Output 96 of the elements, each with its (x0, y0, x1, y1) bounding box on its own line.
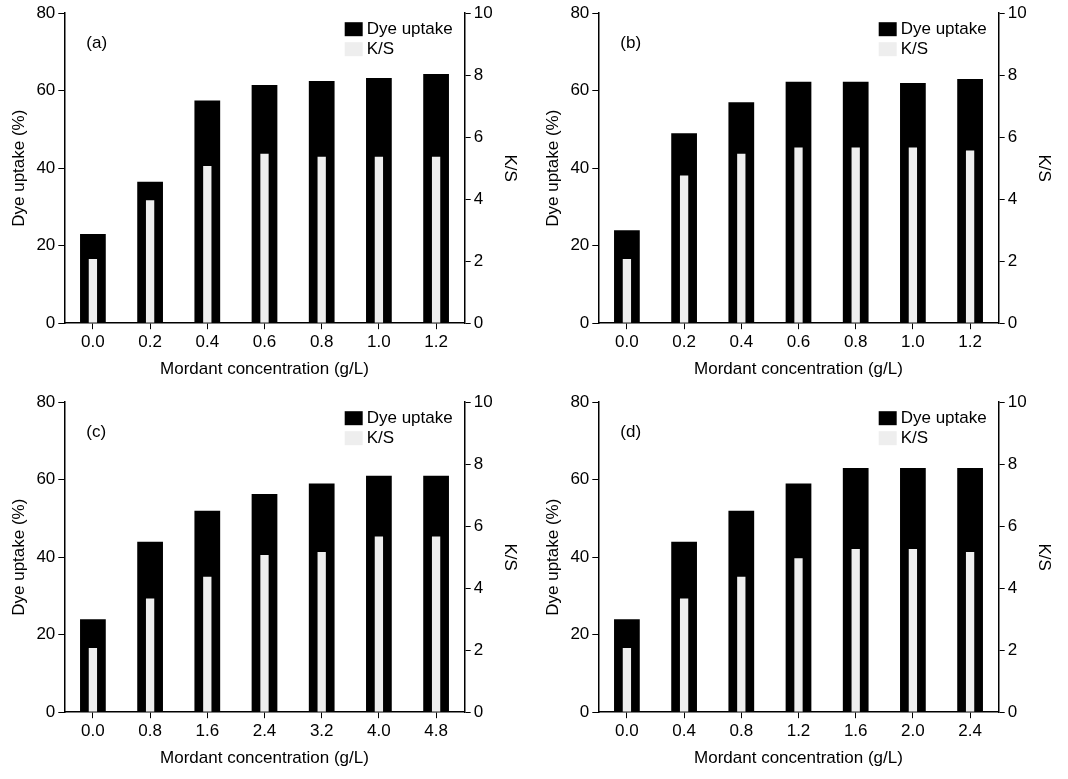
y2-axis-title: K/S (501, 543, 521, 571)
x-tick-label: 0.0 (81, 332, 105, 352)
legend-label: Dye uptake (366, 407, 453, 427)
y-tick-label: 20 (570, 235, 590, 255)
x-tick-label: 1.0 (367, 332, 391, 352)
x-tick-label: 0.8 (138, 721, 162, 741)
y2-axis-title: K/S (501, 154, 521, 182)
x-tick-label: 0.2 (672, 332, 696, 352)
legend-label: K/S (900, 427, 929, 447)
y2-tick-label: 6 (1007, 126, 1018, 146)
y2-tick-label: 2 (1007, 250, 1018, 270)
x-tick-label: 1.2 (786, 721, 811, 741)
y2-axis-title: K/S (1035, 543, 1055, 571)
x-axis-title: Mordant concentration (g/L) (160, 359, 369, 379)
x-tick-label: 0.6 (786, 332, 811, 352)
y-tick-label: 80 (36, 391, 56, 411)
y2-tick-label: 6 (473, 126, 484, 146)
x-tick-label: 0.6 (252, 332, 277, 352)
x-tick-label: 1.0 (901, 332, 925, 352)
y-tick-label: 80 (570, 391, 590, 411)
y2-tick-label: 6 (1007, 515, 1018, 535)
y-tick-label: 40 (570, 546, 590, 566)
y2-tick-label: 2 (1007, 639, 1018, 659)
x-tick-label: 2.4 (958, 721, 982, 741)
y2-tick-label: 4 (473, 577, 484, 597)
y-tick-label: 20 (36, 624, 56, 644)
y2-tick-label: 8 (1007, 64, 1018, 84)
x-tick-label: 1.2 (958, 332, 982, 352)
x-axis-title: Mordant concentration (g/L) (694, 359, 903, 379)
x-tick-label: 0.4 (195, 332, 220, 352)
legend-label: K/S (900, 38, 929, 58)
x-tick-label: 0.4 (729, 332, 754, 352)
x-tick-label: 0.0 (81, 721, 105, 741)
x-tick-label: 0.0 (615, 721, 639, 741)
x-tick-label: 0.8 (729, 721, 754, 741)
y-axis-title: Dye uptake (%) (542, 498, 562, 616)
x-tick-label: 0.0 (615, 332, 639, 352)
x-tick-label: 1.6 (843, 721, 868, 741)
x-tick-label: 0.2 (138, 332, 162, 352)
x-axis-title: Mordant concentration (g/L) (160, 748, 369, 768)
legend-label: K/S (366, 427, 395, 447)
y-tick-label: 60 (36, 469, 56, 489)
y2-tick-label: 4 (1007, 188, 1018, 208)
x-axis-title: Mordant concentration (g/L) (694, 748, 903, 768)
y2-tick-label: 8 (473, 64, 484, 84)
y2-tick-label: 4 (1007, 577, 1018, 597)
y-axis-title: Dye uptake (%) (8, 109, 28, 227)
legend-label: K/S (366, 38, 395, 58)
y2-tick-label: 8 (473, 453, 484, 473)
y-tick-label: 40 (570, 157, 590, 177)
y-tick-label: 40 (36, 546, 56, 566)
y-tick-label: 20 (570, 624, 590, 644)
y2-axis-title: K/S (1035, 154, 1055, 182)
y-tick-label: 80 (36, 2, 56, 22)
y2-tick-label: 6 (473, 515, 484, 535)
y2-tick-label: 4 (473, 188, 484, 208)
y-axis-title: Dye uptake (%) (8, 498, 28, 616)
y-axis-title: Dye uptake (%) (542, 109, 562, 227)
y2-tick-label: 8 (1007, 453, 1018, 473)
x-tick-label: 2.4 (252, 721, 277, 741)
annotation: (a) (86, 33, 108, 53)
y-tick-label: 0 (579, 701, 590, 721)
y-tick-label: 60 (36, 80, 56, 100)
y-tick-label: 80 (570, 2, 590, 22)
y2-tick-label: 2 (473, 250, 484, 270)
y-tick-label: 0 (45, 701, 56, 721)
y2-tick-label: 0 (473, 312, 484, 332)
y2-tick-label: 10 (473, 2, 493, 22)
y-tick-label: 60 (570, 80, 590, 100)
y2-tick-label: 0 (1007, 701, 1018, 721)
y-tick-label: 20 (36, 235, 56, 255)
annotation: (d) (620, 422, 642, 442)
x-tick-label: 3.2 (309, 721, 334, 741)
x-tick-label: 1.6 (195, 721, 220, 741)
x-tick-label: 1.2 (424, 332, 448, 352)
annotation: (b) (620, 33, 642, 53)
y2-tick-label: 0 (473, 701, 484, 721)
x-tick-label: 0.8 (843, 332, 868, 352)
x-tick-label: 4.8 (424, 721, 448, 741)
y-tick-label: 0 (45, 312, 56, 332)
legend-label: Dye uptake (366, 18, 453, 38)
x-tick-label: 2.0 (901, 721, 925, 741)
y2-tick-label: 10 (1007, 391, 1027, 411)
x-tick-label: 0.4 (672, 721, 696, 741)
x-tick-label: 0.8 (309, 332, 334, 352)
x-tick-label: 4.0 (367, 721, 391, 741)
y2-tick-label: 10 (1007, 2, 1027, 22)
y-tick-label: 0 (579, 312, 590, 332)
legend-label: Dye uptake (900, 407, 987, 427)
y-tick-label: 40 (36, 157, 56, 177)
y2-tick-label: 10 (473, 391, 493, 411)
y2-tick-label: 0 (1007, 312, 1018, 332)
y-tick-label: 60 (570, 469, 590, 489)
y2-tick-label: 2 (473, 639, 484, 659)
legend-label: Dye uptake (900, 18, 987, 38)
annotation: (c) (86, 422, 107, 442)
